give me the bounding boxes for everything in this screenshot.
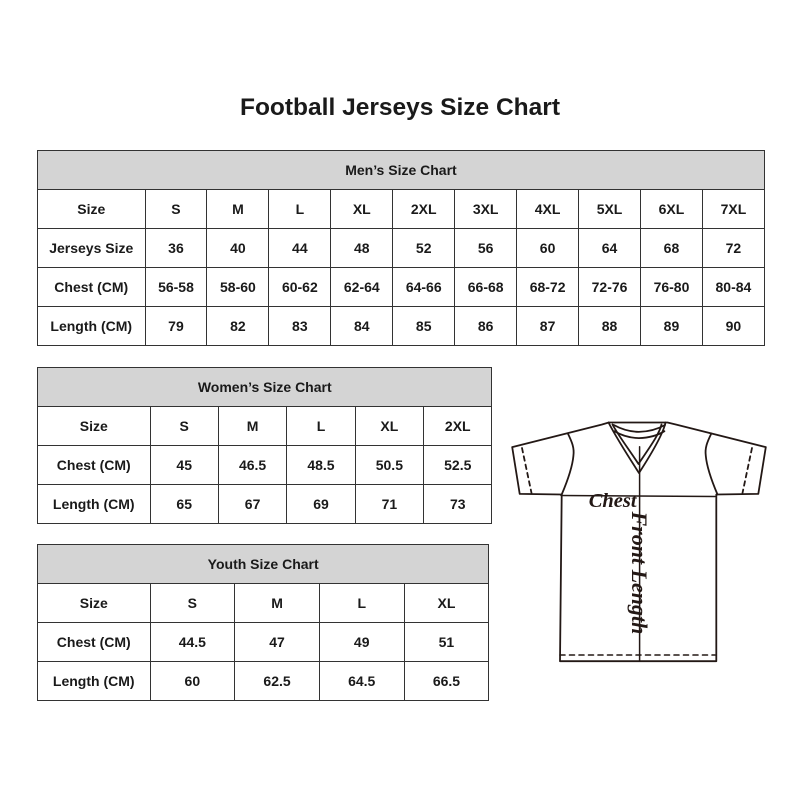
svg-text:Chest: Chest — [589, 490, 638, 512]
svg-text:Front Length: Front Length — [627, 511, 652, 635]
